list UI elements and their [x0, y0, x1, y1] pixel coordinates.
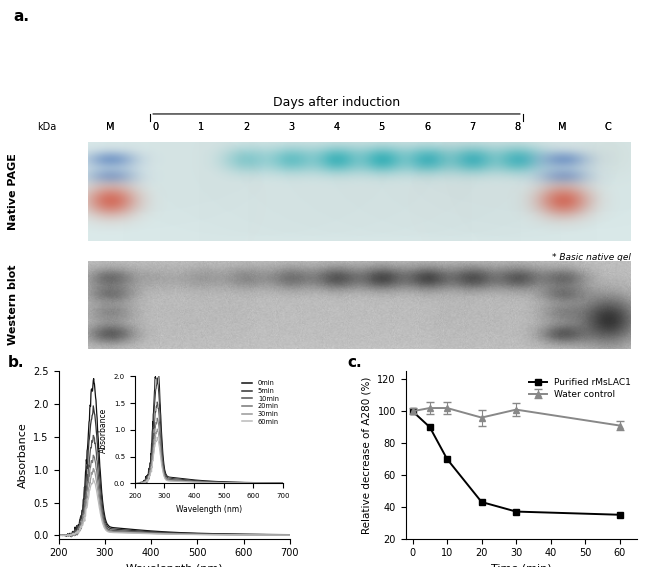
Text: M: M	[558, 122, 567, 132]
Text: 8: 8	[514, 122, 521, 132]
Text: * Basic native gel: * Basic native gel	[552, 253, 630, 262]
Text: 4: 4	[333, 122, 339, 132]
Text: 8: 8	[514, 122, 521, 132]
Y-axis label: Absorbance: Absorbance	[18, 422, 28, 488]
Text: M: M	[558, 122, 567, 132]
Text: 1: 1	[198, 122, 204, 132]
Text: 2: 2	[243, 122, 249, 132]
Text: 7: 7	[469, 122, 475, 132]
Text: C: C	[604, 122, 611, 132]
Purified rMsLAC1	[512, 508, 520, 515]
Text: C: C	[604, 122, 611, 132]
Text: 2: 2	[243, 122, 249, 132]
Text: c.: c.	[348, 355, 363, 370]
Purified rMsLAC1	[426, 424, 434, 430]
Legend: Purified rMsLAC1, Water control: Purified rMsLAC1, Water control	[526, 376, 632, 401]
Purified rMsLAC1	[443, 456, 451, 463]
X-axis label: Time (min): Time (min)	[491, 564, 552, 567]
Text: a.: a.	[13, 9, 29, 23]
Text: 5: 5	[378, 122, 385, 132]
Text: 6: 6	[424, 122, 430, 132]
Text: 7: 7	[469, 122, 475, 132]
Text: 6: 6	[424, 122, 430, 132]
Purified rMsLAC1	[478, 498, 486, 505]
Text: 5: 5	[378, 122, 385, 132]
Text: 3: 3	[288, 122, 294, 132]
X-axis label: Wavelength (nm): Wavelength (nm)	[126, 564, 222, 567]
Text: 3: 3	[288, 122, 294, 132]
Text: Days after induction: Days after induction	[273, 96, 400, 109]
Text: M: M	[106, 122, 114, 132]
Text: M: M	[106, 122, 114, 132]
Text: 0: 0	[153, 122, 159, 132]
Text: Native PAGE: Native PAGE	[8, 153, 18, 230]
Purified rMsLAC1	[616, 511, 623, 518]
Text: 1: 1	[198, 122, 204, 132]
Text: b.: b.	[8, 355, 24, 370]
Text: kDa: kDa	[38, 122, 57, 132]
Text: 0: 0	[153, 122, 159, 132]
Line: Purified rMsLAC1: Purified rMsLAC1	[409, 408, 623, 518]
Text: 4: 4	[333, 122, 339, 132]
Purified rMsLAC1	[409, 408, 417, 414]
Text: Western blot: Western blot	[8, 265, 18, 345]
Y-axis label: Relative decrease of A280 (%): Relative decrease of A280 (%)	[362, 376, 372, 534]
